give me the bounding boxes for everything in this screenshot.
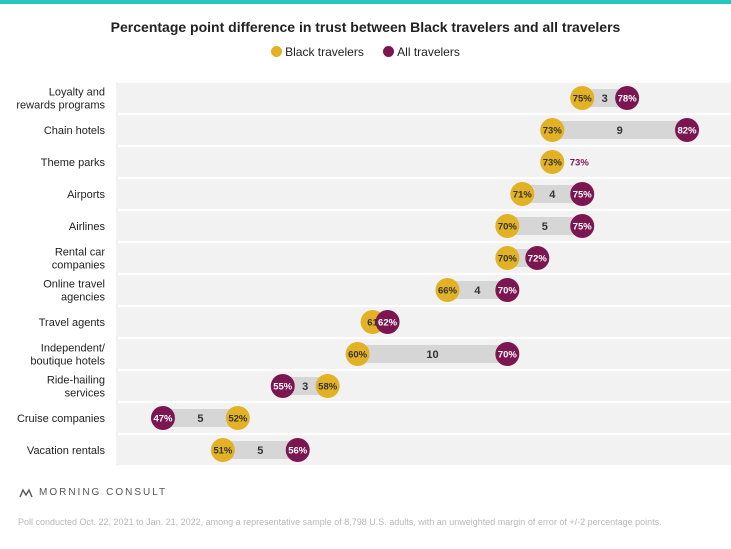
gap-bar (582, 89, 628, 107)
all-travelers-value-label: 55% (273, 382, 293, 393)
black-travelers-point (540, 150, 565, 174)
difference-label: 4 (549, 189, 556, 201)
black-travelers-point (435, 278, 460, 302)
category-label: Ride-hailing services (47, 375, 106, 400)
legend-label-black-travelers: Black travelers (285, 44, 364, 59)
legend-label-all-travelers: All travelers (397, 44, 460, 59)
gap-bar (162, 409, 238, 427)
category-label: Chain hotels (44, 125, 106, 137)
black-travelers-value-label: 73% (543, 158, 563, 169)
category-label: Loyalty and rewards programs (16, 87, 105, 112)
all-travelers-value-label: 70% (498, 350, 518, 361)
difference-label: 9 (617, 125, 623, 137)
all-travelers-point (270, 374, 295, 398)
all-travelers-value-label: 73% (570, 158, 590, 169)
morning-consult-logo-icon (19, 487, 33, 497)
legend-item-black-travelers: Black travelers (271, 45, 364, 59)
category-label: Theme parks (41, 157, 106, 169)
black-travelers-point (210, 438, 235, 462)
black-travelers-value-label: 71% (513, 190, 533, 201)
all-travelers-point (675, 118, 700, 142)
gap-bar (222, 441, 298, 459)
black-travelers-value-label: 51% (213, 446, 233, 457)
category-label: Airports (67, 189, 105, 201)
black-travelers-value-label: 66% (438, 286, 458, 297)
all-travelers-value-label: 75% (573, 222, 593, 233)
difference-label: 5 (542, 221, 548, 233)
gap-bar (447, 281, 508, 299)
row-band (117, 307, 731, 337)
category-label: Travel agents (39, 317, 106, 329)
black-travelers-point (540, 118, 565, 142)
legend-item-all-travelers: All travelers (383, 45, 460, 59)
black-travelers-value-label: 75% (573, 94, 593, 105)
difference-label: 4 (474, 285, 481, 297)
all-travelers-point (570, 182, 595, 206)
row-band (117, 147, 731, 177)
row-band (117, 211, 731, 241)
category-label: Rental car companies (52, 247, 106, 272)
black-travelers-value-label: 73% (543, 126, 563, 137)
category-label: Airlines (69, 221, 106, 233)
all-travelers-value-label: 75% (573, 190, 593, 201)
all-travelers-value-label: 56% (288, 446, 308, 457)
legend: Black travelers All travelers (0, 44, 731, 59)
category-label: Online travel agencies (43, 279, 105, 304)
all-travelers-point (615, 86, 640, 110)
difference-label: 3 (602, 93, 608, 105)
row-band (117, 179, 731, 209)
black-travelers-value-label: 58% (318, 382, 338, 393)
gap-bar (507, 217, 583, 235)
dumbbell-chart: Loyalty and rewards programs 3 75% 78% Chain … (16, 82, 731, 466)
row-band (117, 371, 731, 401)
all-travelers-value-label: 47% (153, 414, 173, 425)
gap-bar (357, 345, 508, 363)
chart-title: Percentage point difference in trust bet… (110, 19, 621, 35)
gap-bar (552, 121, 688, 139)
black-travelers-point (510, 182, 535, 206)
row-band (117, 435, 731, 465)
black-travelers-value-label: 70% (498, 222, 518, 233)
all-travelers-point (495, 278, 520, 302)
black-travelers-value-label: 60% (348, 350, 368, 361)
all-travelers-point (150, 406, 175, 430)
all-travelers-value-label: 72% (528, 254, 548, 265)
row-band (117, 243, 731, 273)
difference-label: 3 (302, 381, 308, 393)
all-travelers-point (495, 342, 520, 366)
all-travelers-point (570, 214, 595, 238)
brand-logo: MORNING CONSULT (19, 487, 167, 498)
all-travelers-point (285, 438, 310, 462)
black-travelers-value-label: 70% (498, 254, 518, 265)
black-travelers-value-label: 52% (228, 414, 248, 425)
brand-name: MORNING CONSULT (39, 487, 168, 498)
all-travelers-point (525, 246, 550, 270)
legend-swatch-all-travelers (383, 45, 395, 57)
methodology-note: Poll conducted Oct. 22, 2021 to Jan. 21,… (18, 517, 662, 527)
all-travelers-value-label: 82% (678, 126, 698, 137)
black-travelers-value-label: 61 (367, 318, 378, 329)
difference-label: 5 (197, 413, 203, 425)
all-travelers-value-label: 78% (618, 94, 638, 105)
black-travelers-point (570, 86, 595, 110)
category-label: Independent/boutique hotels (30, 343, 106, 368)
all-travelers-value-label: 62% (378, 318, 398, 329)
all-travelers-point (375, 310, 400, 334)
category-label: Vacation rentals (27, 445, 106, 457)
all-travelers-value-label: 70% (498, 286, 518, 297)
gap-bar (522, 185, 583, 203)
black-travelers-point (495, 214, 520, 238)
row-band (117, 275, 731, 305)
black-travelers-point (315, 374, 340, 398)
category-label: Cruise companies (17, 413, 106, 425)
black-travelers-point (345, 342, 370, 366)
legend-swatch-black-travelers (271, 45, 283, 57)
gap-bar (282, 377, 328, 395)
black-travelers-point (225, 406, 250, 430)
black-travelers-point (495, 246, 520, 270)
top-accent-bar (0, 0, 731, 4)
difference-label: 10 (426, 349, 438, 361)
difference-label: 5 (257, 445, 263, 457)
